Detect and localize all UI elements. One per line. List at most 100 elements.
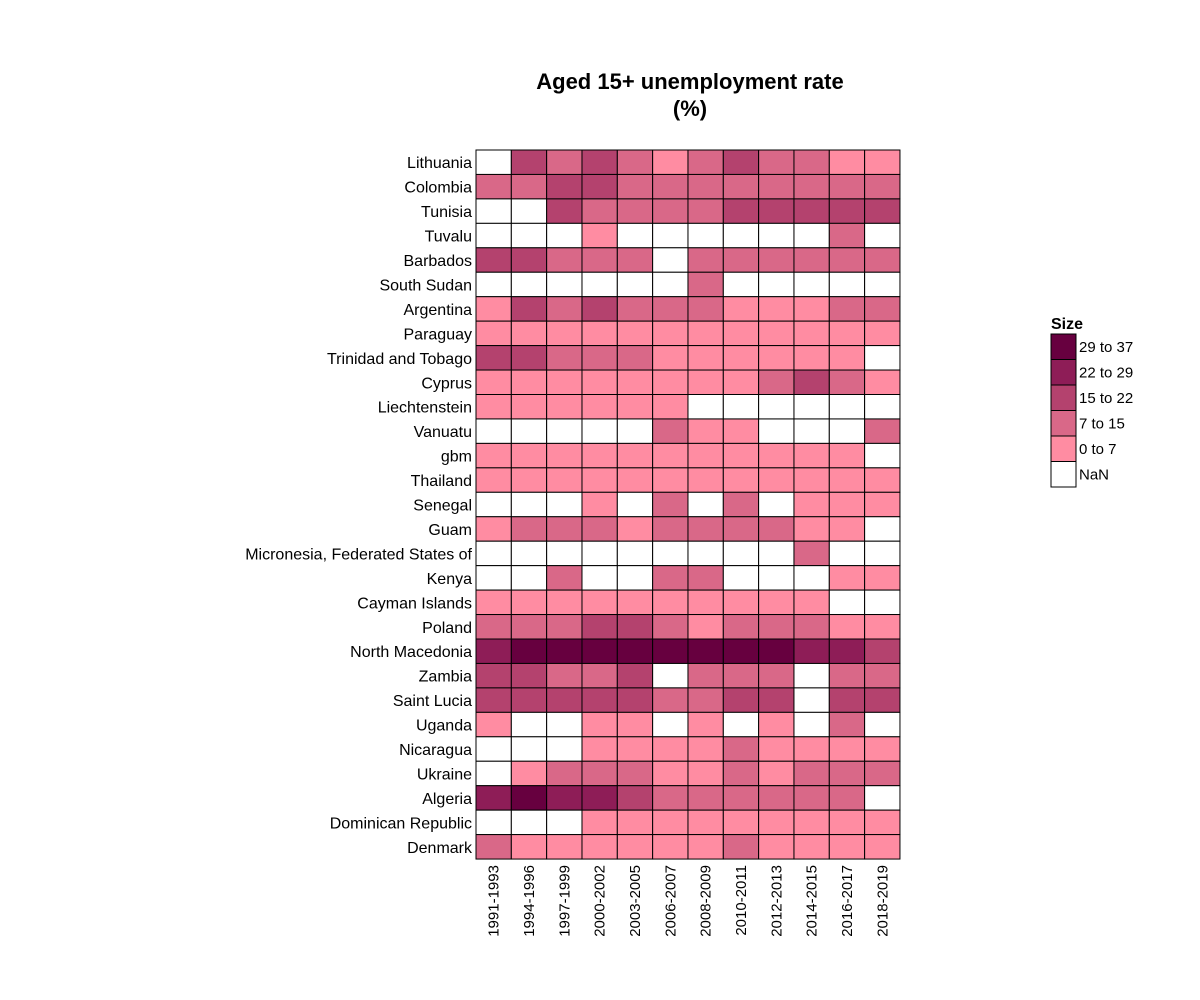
heatmap-cell — [687, 687, 724, 713]
heatmap-cell — [581, 173, 618, 200]
heatmap-cell — [652, 345, 689, 371]
heatmap-cell — [652, 540, 689, 567]
heatmap-cell — [864, 394, 901, 420]
heatmap-cell — [546, 173, 583, 200]
heatmap-cell — [793, 149, 830, 175]
heatmap-cell — [475, 467, 512, 493]
heatmap-cell — [475, 614, 512, 640]
heatmap-cell — [758, 442, 795, 469]
heatmap-cell — [475, 173, 512, 200]
heatmap-cell — [687, 516, 724, 542]
heatmap-cell — [581, 785, 618, 811]
heatmap-cell — [687, 173, 724, 200]
heatmap-cell — [546, 345, 583, 371]
heatmap-cell — [581, 296, 618, 322]
heatmap-cell — [687, 442, 724, 469]
heatmap-cell — [758, 662, 795, 689]
heatmap-cell — [758, 320, 795, 347]
y-tick-label: Cyprus — [421, 375, 472, 392]
heatmap-cell — [687, 369, 724, 395]
heatmap-cell — [475, 760, 512, 787]
heatmap-cell — [793, 540, 830, 567]
heatmap-cell — [687, 736, 724, 762]
heatmap-cell — [864, 516, 901, 542]
heatmap-cell — [758, 271, 795, 298]
heatmap-cell — [687, 394, 724, 420]
y-tick-label: Liechtenstein — [378, 400, 472, 417]
heatmap-cell — [758, 711, 795, 738]
heatmap-cell — [510, 149, 548, 175]
heatmap-cell — [510, 614, 548, 640]
heatmap-cell — [864, 198, 901, 224]
heatmap-cell — [828, 711, 866, 738]
heatmap-cell — [864, 540, 901, 567]
heatmap-cell — [864, 589, 901, 616]
heatmap-cell — [652, 711, 689, 738]
heatmap-cell — [687, 198, 724, 224]
heatmap-cell — [616, 760, 654, 787]
heatmap-cell — [616, 271, 654, 298]
heatmap-cell — [793, 711, 830, 738]
heatmap-cell — [475, 369, 512, 395]
heatmap-cell — [510, 785, 548, 811]
heatmap-cell — [864, 296, 901, 322]
heatmap-cell — [758, 418, 795, 444]
heatmap-cell — [864, 173, 901, 200]
heatmap-cell — [828, 760, 866, 787]
heatmap-cell — [828, 687, 866, 713]
heatmap-cell — [758, 589, 795, 616]
heatmap-cell — [722, 540, 760, 567]
legend-swatch — [1050, 359, 1077, 386]
heatmap-cell — [722, 809, 760, 836]
y-tick-label: Lithuania — [407, 155, 472, 172]
heatmap-cell — [864, 785, 901, 811]
x-tick-label: 2010-2011 — [733, 865, 750, 936]
legend-swatch — [1050, 435, 1077, 462]
heatmap-cell — [793, 662, 830, 689]
heatmap-cell — [722, 711, 760, 738]
heatmap-cell — [758, 247, 795, 273]
heatmap-cell — [758, 491, 795, 518]
heatmap-cell — [546, 491, 583, 518]
heatmap-cell — [722, 442, 760, 469]
heatmap-cell — [546, 198, 583, 224]
heatmap-cell — [616, 638, 654, 664]
heatmap-cell — [475, 834, 512, 860]
heatmap-cell — [722, 662, 760, 689]
y-tick-label: Colombia — [404, 180, 472, 197]
heatmap-cell — [722, 271, 760, 298]
heatmap-cell — [758, 394, 795, 420]
heatmap-cell — [793, 369, 830, 395]
heatmap-cell — [722, 491, 760, 518]
heatmap-cell — [758, 467, 795, 493]
heatmap-cell — [793, 638, 830, 664]
heatmap-cell — [652, 296, 689, 322]
heatmap-cell — [616, 785, 654, 811]
heatmap-cell — [793, 467, 830, 493]
legend-swatch — [1050, 384, 1077, 411]
heatmap-cell — [864, 320, 901, 347]
heatmap-cell — [652, 247, 689, 273]
heatmap-cell — [828, 834, 866, 860]
y-tick-label: Paraguay — [404, 326, 473, 343]
heatmap-cell — [793, 491, 830, 518]
heatmap-cell — [510, 565, 548, 591]
heatmap-cell — [828, 222, 866, 249]
heatmap-cell — [864, 369, 901, 395]
heatmap-cell — [475, 271, 512, 298]
heatmap-cell — [546, 418, 583, 444]
heatmap-cell — [546, 834, 583, 860]
y-tick-label: Cayman Islands — [357, 595, 472, 612]
heatmap-cell — [652, 394, 689, 420]
heatmap-cell — [475, 198, 512, 224]
heatmap-cell — [581, 271, 618, 298]
heatmap-cell — [652, 149, 689, 175]
heatmap-cell — [546, 442, 583, 469]
heatmap-cell — [546, 736, 583, 762]
heatmap-cell — [864, 711, 901, 738]
y-tick-label: Argentina — [404, 302, 473, 319]
heatmap-cell — [687, 467, 724, 493]
heatmap-cell — [475, 296, 512, 322]
heatmap-cell — [793, 418, 830, 444]
heatmap-cell — [546, 785, 583, 811]
